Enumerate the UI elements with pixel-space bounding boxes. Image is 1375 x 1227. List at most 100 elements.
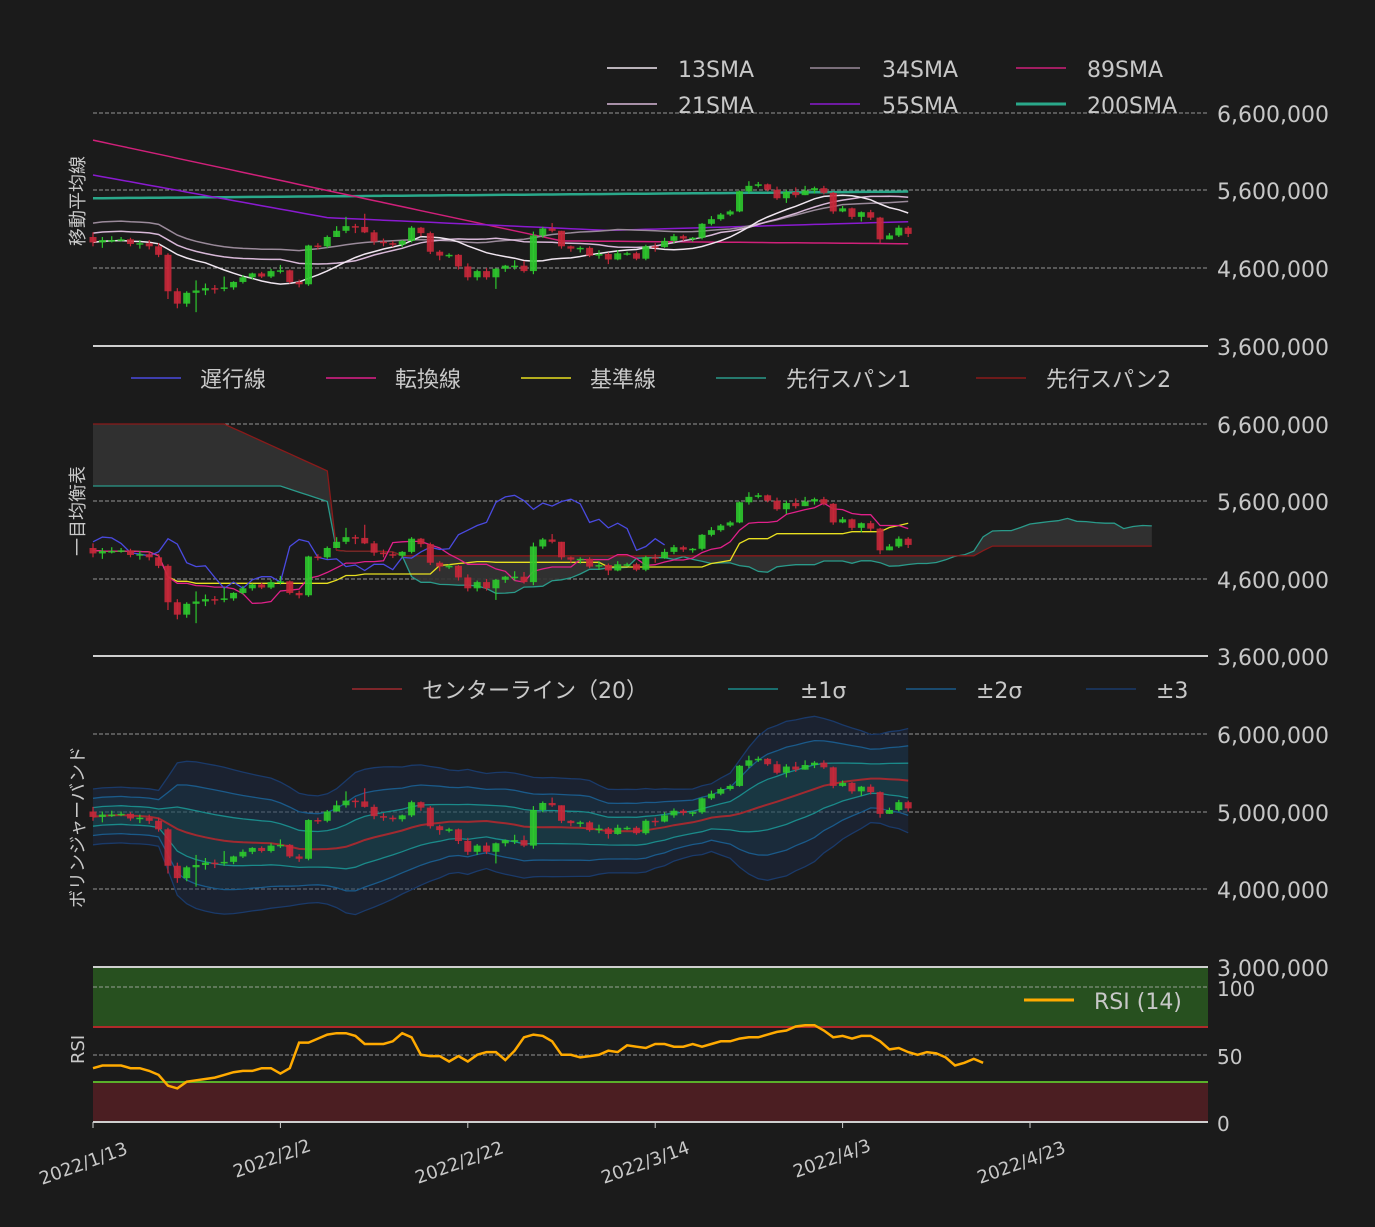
candle-down [679,236,687,239]
candle-up [745,185,753,192]
y-tick-label: 4,600,000 [1217,569,1329,594]
sma89-line [92,139,909,245]
candle-up [408,802,416,816]
panel-ylabel: ボリンジャーバンド [68,746,89,908]
candle-down [211,862,219,865]
legend-label-34sma: 34SMA [882,58,958,83]
candle-down [558,805,565,821]
candle-up [736,765,744,786]
y-tick-label: 5,600,000 [1217,491,1329,516]
y-tick-label: 4,600,000 [1217,258,1329,283]
candle-up [248,273,256,278]
ma-legend: 13SMA 34SMA 89SMA 21SMA 55SMA 200SMA [607,58,1177,119]
candle-down [483,845,491,852]
candle-down [548,228,556,231]
candle-up [108,814,116,817]
candle-down [89,237,97,243]
candle-down [173,602,181,615]
candle-up [445,565,453,568]
candle-up [201,599,209,602]
candle-up [529,235,537,272]
candle-up [408,538,416,552]
candle-up [623,253,631,255]
candle-up [717,214,725,220]
candle-up [661,815,669,822]
candle-up [689,548,697,551]
candle-down [126,550,134,555]
candle-down [295,856,303,859]
legend-label-kijun: 基準線 [590,368,656,393]
y-tick-label: 6,000,000 [1217,724,1329,749]
candle-down [155,557,163,566]
y-tick-label: 3,600,000 [1217,646,1329,671]
candle-down [370,232,378,242]
candle-up [98,240,106,243]
rsi-legend: RSI (14) [1024,990,1182,1015]
y-tick-label: 100 [1217,977,1255,1001]
candle-down [351,226,359,228]
candle-down [848,208,856,217]
candle-down [483,582,491,589]
candle-up [745,760,753,766]
candle-up [614,827,622,834]
candle-down [829,503,837,523]
y-tick-label: 3,600,000 [1217,336,1329,361]
candle-down [126,239,134,244]
candle-up [276,270,284,272]
bollinger-band-line [92,762,909,833]
candle-down [258,847,266,852]
candle-down [417,538,425,545]
candle-up [885,235,893,240]
candle-up [220,287,228,289]
candle-up [108,240,116,242]
candle-up [726,785,734,790]
candle-up [511,840,519,842]
x-tick-label: 2022/3/14 [599,1137,693,1188]
sma13-line [92,194,909,285]
candle-up [248,847,256,852]
candle-up [895,538,903,547]
candle-down [173,865,181,879]
y-tick-label: 5,600,000 [1217,180,1329,205]
candle-up [183,603,191,615]
candle-down [164,254,172,292]
candle-up [642,246,650,259]
candle-up [239,277,247,282]
candle-up [342,537,350,542]
candle-up [501,840,509,844]
candle-down [417,227,425,234]
candle-up [398,815,406,820]
candle-up [333,805,341,812]
bollinger-panel: 6,000,000 5,000,000 4,000,000 3,000,000 … [68,679,1329,982]
candle-down [586,558,594,567]
y-tick-label: 6,600,000 [1217,414,1329,439]
candle-up [689,812,697,814]
candle-up [108,551,116,553]
candle-down [436,562,444,567]
candle-down [679,547,687,550]
y-tick-label: 3,000,000 [1217,957,1329,982]
candle-down [876,792,884,814]
candle-down [155,246,163,255]
bollinger-band-line [92,821,909,916]
candle-down [792,503,800,507]
candle-up [707,219,715,224]
candle-down [651,246,659,248]
candle-up [239,588,247,593]
candle-up [717,525,725,531]
candle-up [782,766,790,773]
band-1sigma-fill [93,763,909,869]
candle-up [839,782,847,786]
candle-down [632,564,640,570]
candle-down [876,217,884,240]
candle-down [764,758,772,765]
candle-up [726,522,734,526]
candle-up [717,789,725,794]
candle-down [379,552,387,555]
candle-up [539,539,547,547]
legend-label-2sigma: ±2σ [976,679,1022,704]
candle-down [370,543,378,553]
candle-up [492,579,500,589]
candle-up [323,237,331,247]
x-tick-label: 2022/1/13 [37,1138,131,1189]
